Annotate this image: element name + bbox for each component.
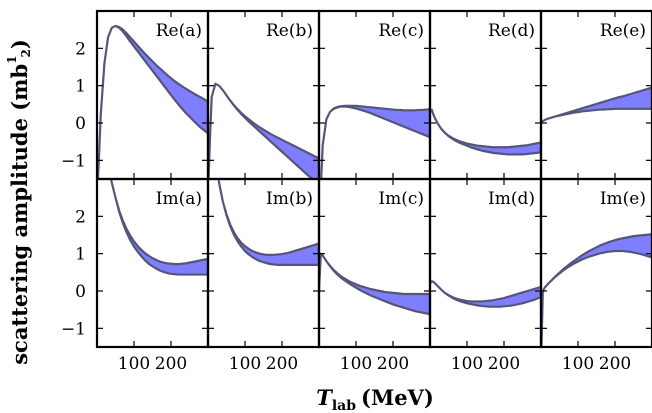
x-tick-label: 100 <box>340 354 372 374</box>
y-tick-label: 1 <box>75 77 86 97</box>
panel-label: Im(b) <box>266 189 313 209</box>
x-tick-label: 200 <box>377 354 409 374</box>
panel-red: Re(d) <box>428 9 543 181</box>
x-tick-label: 200 <box>155 354 187 374</box>
panel-reb: Re(b) <box>206 9 321 181</box>
panel-label: Im(a) <box>156 189 202 209</box>
x-tick-label: 200 <box>599 354 631 374</box>
band-ree <box>541 86 652 124</box>
y-axis-label: scattering amplitude (mb12) <box>5 39 33 365</box>
band-reb <box>208 82 319 179</box>
panel-label: Im(d) <box>488 189 535 209</box>
y-tick-label: −1 <box>61 319 86 339</box>
x-axis-label-units: (MeV) <box>361 385 434 410</box>
y-tick-label: −1 <box>61 151 86 171</box>
panel-ime: Im(e) 100 200 <box>539 177 652 374</box>
panel-label: Re(a) <box>156 21 202 41</box>
panel-label: Re(d) <box>488 21 535 41</box>
panel-label: Re(c) <box>378 21 424 41</box>
y-axis-label-exp-num: 1 <box>5 56 19 64</box>
x-tick-label: 100 <box>562 354 594 374</box>
panel-ree: Re(e) <box>539 9 652 181</box>
y-axis-label-exp-den: 2 <box>19 49 33 57</box>
panel-label: Im(e) <box>600 189 646 209</box>
band-red <box>430 108 541 156</box>
x-tick-label: 100 <box>451 354 483 374</box>
panel-label: Re(e) <box>600 21 646 41</box>
x-tick-label: 100 <box>118 354 150 374</box>
y-tick-label: 2 <box>75 39 86 59</box>
y-tick-label: 1 <box>75 245 86 265</box>
panel-imd: Im(d) 100 200 <box>428 177 543 374</box>
panel-rea: Re(a) −1 0 1 2 <box>61 9 210 181</box>
panel-ima: Im(a) −1 0 1 2 100 200 <box>61 177 210 374</box>
band-rec <box>320 104 430 179</box>
x-tick-label: 100 <box>229 354 261 374</box>
panel-label: Re(b) <box>266 21 313 41</box>
panel-frame <box>539 177 652 349</box>
x-axis-label-main: T <box>316 385 333 410</box>
band-imb <box>217 179 319 266</box>
y-tick-label: 0 <box>75 282 86 302</box>
x-axis-label: Tlab (MeV) <box>316 385 434 413</box>
panel-rec: Re(c) <box>317 9 432 181</box>
band-rea <box>97 24 208 179</box>
y-tick-label: 2 <box>75 207 86 227</box>
band-ima <box>109 179 208 276</box>
band-imd <box>430 280 541 308</box>
band-imc <box>319 252 430 316</box>
panels: Re(a) −1 0 1 2 Re(b) Re(c) Re(d) Re(e) Im(a) −1 0 1 2… <box>61 9 652 374</box>
panel-label: Im(c) <box>378 189 424 209</box>
x-axis-label-sub: lab <box>332 398 356 413</box>
band-ime <box>541 233 652 347</box>
panel-imc: Im(c) 100 200 <box>317 177 432 374</box>
y-axis-label-main: scattering amplitude (mb <box>7 64 32 365</box>
y-axis-label-close: ) <box>7 39 32 49</box>
y-tick-label: 0 <box>75 114 86 134</box>
x-tick-label: 200 <box>488 354 520 374</box>
x-tick-label: 200 <box>266 354 298 374</box>
